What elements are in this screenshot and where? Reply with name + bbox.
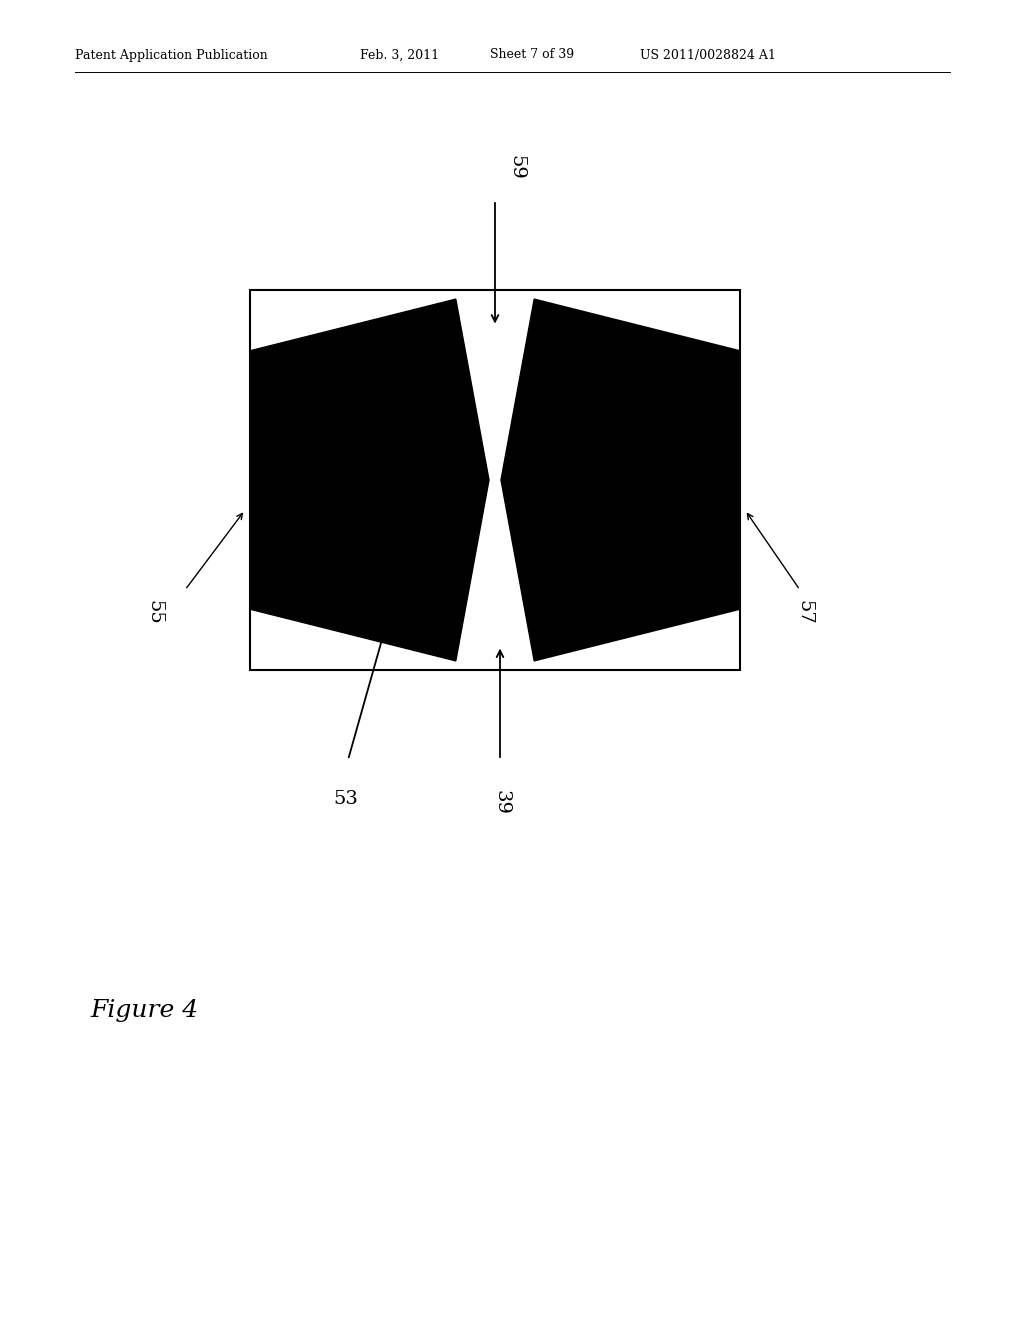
Polygon shape — [501, 300, 740, 661]
Text: 55: 55 — [145, 601, 163, 624]
Text: Figure 4: Figure 4 — [90, 998, 198, 1022]
Text: 59: 59 — [507, 156, 525, 180]
Text: US 2011/0028824 A1: US 2011/0028824 A1 — [640, 49, 776, 62]
Text: 57: 57 — [795, 601, 813, 624]
Text: Feb. 3, 2011: Feb. 3, 2011 — [360, 49, 439, 62]
Text: 53: 53 — [333, 789, 357, 808]
Bar — [250, 290, 740, 671]
Text: 39: 39 — [492, 789, 510, 814]
Text: Sheet 7 of 39: Sheet 7 of 39 — [490, 49, 574, 62]
Text: Patent Application Publication: Patent Application Publication — [75, 49, 267, 62]
Polygon shape — [250, 300, 489, 661]
